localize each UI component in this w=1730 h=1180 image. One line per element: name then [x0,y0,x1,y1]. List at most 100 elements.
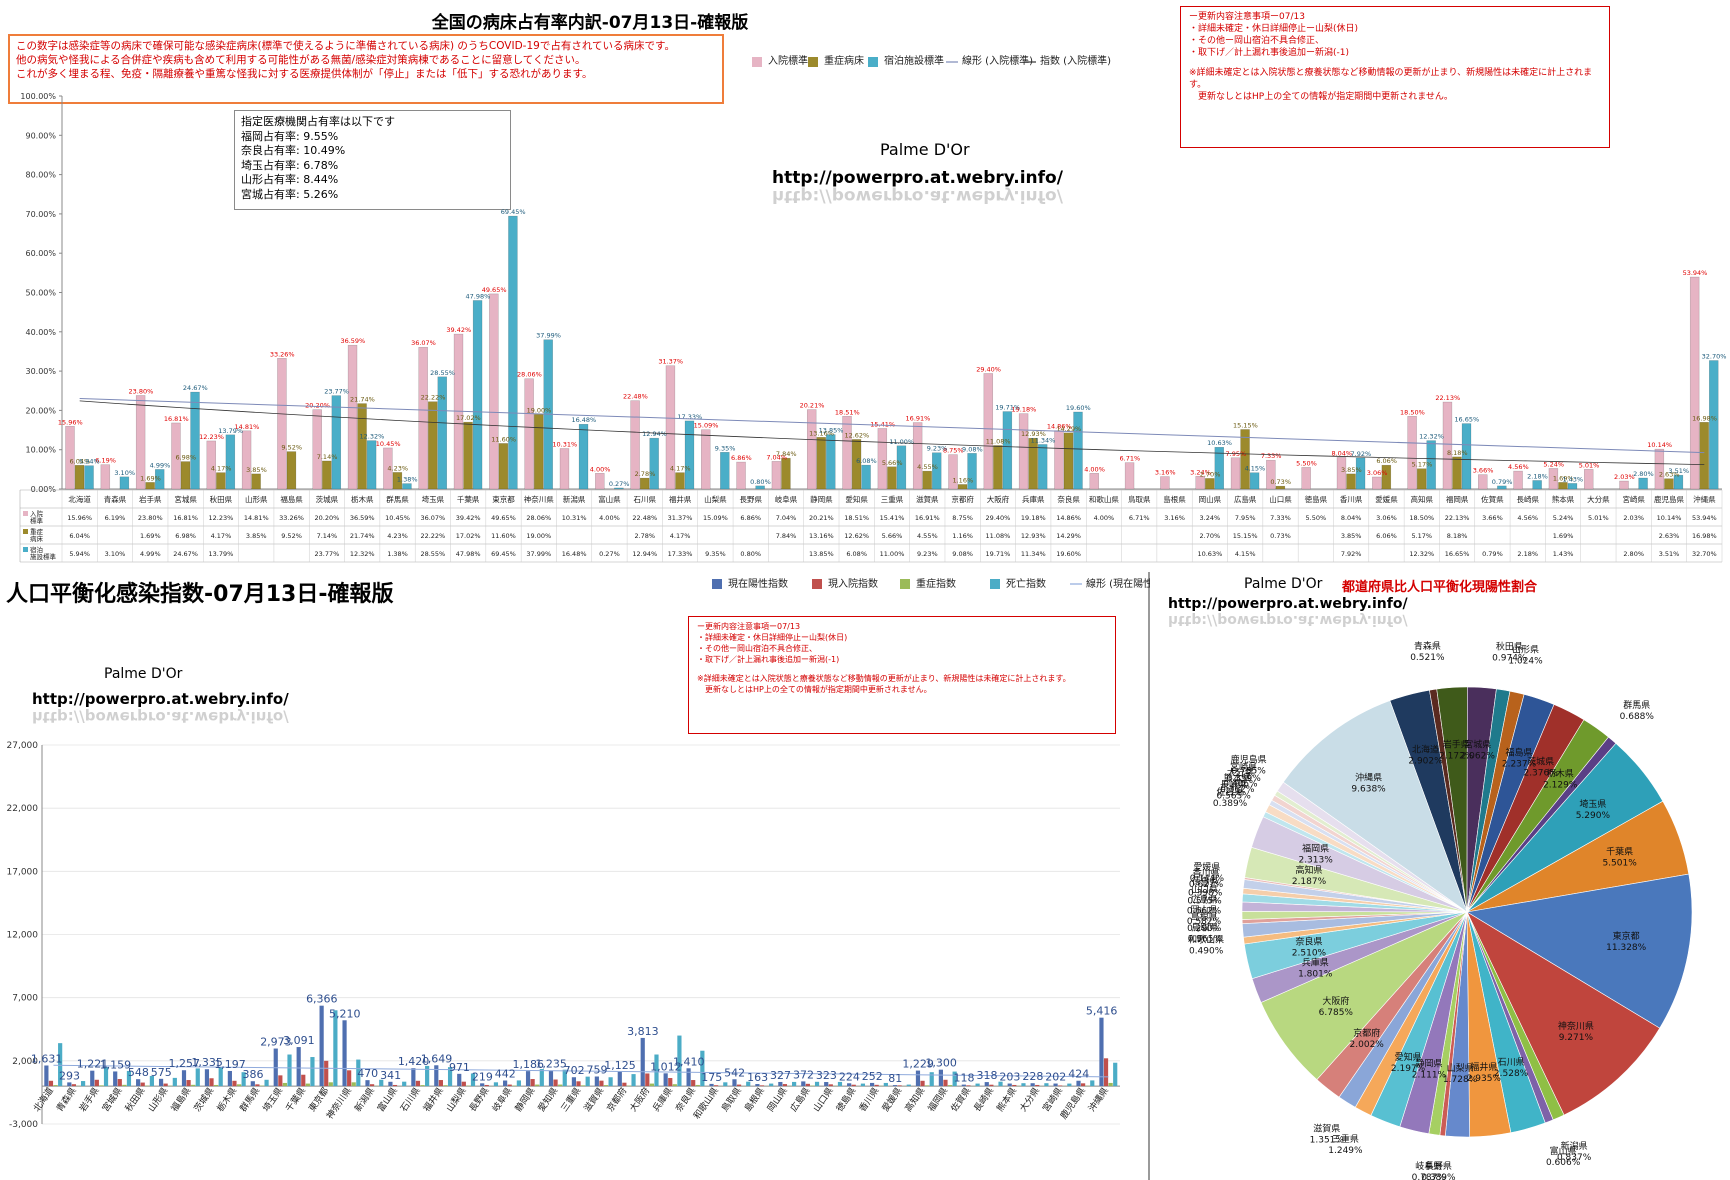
data-label: 575 [151,1066,172,1079]
x-category-label: 山形県 [245,494,268,504]
bar [1099,1017,1104,1087]
table-series-name: 宿泊 [30,545,43,554]
x-category-label: 富山県 [598,494,621,504]
x-category-label: 山形県 [145,1085,170,1114]
bar [847,1083,852,1087]
data-label: 542 [724,1066,745,1079]
data-label: 2.70% [1200,470,1221,478]
bar [113,1071,118,1087]
bar [915,1070,921,1087]
data-label: 1,649 [421,1052,453,1065]
data-label: 15.15% [1233,421,1258,429]
table-cell: 47.98% [456,550,481,558]
bar [649,437,659,490]
x-category-label: 愛知県 [845,494,868,504]
bar [957,484,968,490]
bar [126,1070,132,1087]
table-cell: 15.15% [1233,532,1258,540]
bar [824,1082,829,1087]
bar [778,1081,783,1087]
x-category-label: 香川県 [1340,494,1363,504]
table-cell: 13.85% [809,550,834,558]
pie-category-label: 秋田県 [1496,640,1523,652]
table-series-name: 病床 [30,534,44,543]
x-category-label: 青森県 [54,1085,79,1114]
pie-category-label: 愛知県 [1395,1051,1422,1063]
data-label: 6.04% [70,457,91,465]
bar [347,344,358,490]
bar [553,1079,558,1087]
table-cell: 24.67% [173,550,198,558]
data-label: 3.85% [246,466,267,474]
bar [65,426,75,490]
data-label: 15.09% [694,422,719,430]
pie-value-label: 0.398% [1188,888,1223,898]
pie-value-label: 0.606% [1546,1158,1581,1168]
bar [1664,478,1674,490]
bar [1513,470,1523,490]
bar [1230,457,1241,490]
bar [535,1084,540,1087]
pie-value-label: 0.582% [1187,917,1222,927]
data-label: 9.35% [715,444,736,452]
bar [842,416,852,490]
bar [241,1072,246,1087]
pie-category-label: 埼玉県 [1579,798,1606,810]
bar [457,1073,462,1087]
x-category-label: 奈良県 [673,1085,698,1114]
x-category-label: 京都府 [951,494,974,504]
bar [214,1084,219,1087]
table-cell: 23.77% [314,550,339,558]
pie-value-label: 0.565% [1216,792,1251,802]
data-label: 163 [747,1071,768,1084]
table-cell: 69.45% [491,550,516,558]
x-category-label: 千葉県 [457,494,480,504]
bar [645,1073,650,1087]
bar [599,1080,604,1087]
y-tick-label: 70.00% [25,210,56,219]
table-cell: 39.42% [456,514,481,522]
bar [48,1080,54,1087]
table-cell: 16.81% [173,514,198,522]
table-legend-swatch [23,547,28,552]
pie-category-label: 鹿児島県 [1231,753,1267,765]
pie-value-label: 0.755% [1232,766,1267,776]
pie-category-label: 山口県 [1191,885,1218,896]
data-label: 202 [1045,1071,1066,1084]
data-label: 1.69% [1553,474,1574,482]
bar [1709,360,1719,490]
table-cell: 3.66% [1482,514,1503,522]
data-label: 1,186 [512,1058,544,1071]
pie-value-label: 2.935% [1467,1074,1502,1084]
bar [684,420,695,490]
data-label: 1,257 [168,1057,200,1070]
bar [255,1084,260,1087]
bar [1035,1084,1040,1087]
table-cell: 16.98% [1692,532,1717,540]
bar [1160,476,1170,490]
bar [181,1070,187,1087]
bar [117,1079,122,1087]
bar [145,482,155,490]
table-cell: 5.24% [1553,514,1574,522]
x-category-label: 徳島県 [833,1085,858,1114]
bar [932,452,942,490]
x-category-label: 大阪府 [627,1085,652,1114]
bar [1442,401,1453,490]
x-category-label: 長野県 [739,495,762,504]
y-tick-label: 100.00% [20,92,56,101]
x-category-label: 秋田県 [210,494,233,504]
pie-category-label: 滋賀県 [1313,1123,1340,1135]
pie-value-label: 0.575% [1187,897,1222,907]
bar [1205,478,1215,490]
bar [516,1080,521,1087]
x-category-label: 滋賀県 [581,1085,606,1114]
bar [392,1084,398,1087]
table-cell: 9.23% [917,550,938,558]
bar [498,443,509,490]
legend-label: 指数 (入院標準) [1040,54,1111,67]
legend-swatch [752,57,762,67]
pie-value-label: 9.638% [1351,784,1386,794]
table-cell: 20.21% [809,514,834,522]
data-label: 8.75% [943,447,964,455]
